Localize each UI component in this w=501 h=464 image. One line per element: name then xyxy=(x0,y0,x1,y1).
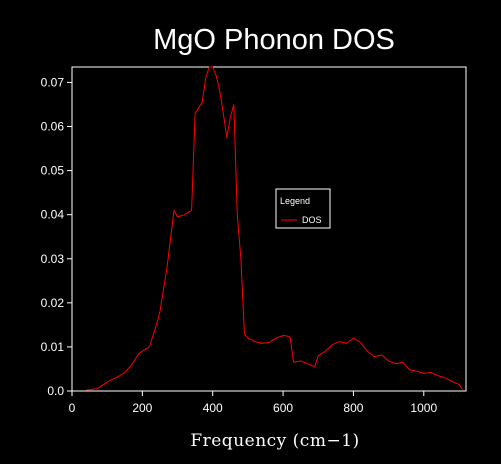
y-tick-label: 0.07 xyxy=(41,75,65,89)
axes xyxy=(71,66,467,392)
plot-frame xyxy=(71,66,467,392)
y-tick-label: 0.05 xyxy=(41,164,65,178)
y-tick-label: 0.02 xyxy=(41,296,65,310)
x-axis-ticks: 0 200 400 600 800 1000 xyxy=(69,391,437,415)
legend-title: Legend xyxy=(280,196,310,206)
x-tick-label: 1000 xyxy=(410,401,437,415)
x-tick-label: 400 xyxy=(203,401,223,415)
y-tick-label: 0.0 xyxy=(47,384,64,398)
y-tick-label: 0.06 xyxy=(41,120,65,134)
x-tick-label: 200 xyxy=(132,401,152,415)
series-lines xyxy=(86,66,463,391)
x-tick-label: 600 xyxy=(273,401,293,415)
legend-item-dos: DOS xyxy=(302,215,322,225)
x-tick-label: 800 xyxy=(343,401,363,415)
x-tick-label: 0 xyxy=(69,401,76,415)
y-axis-ticks: 0.0 0.01 0.02 0.03 0.04 0.05 0.06 0.07 xyxy=(41,75,72,398)
y-tick-label: 0.03 xyxy=(41,252,65,266)
series-line-dos xyxy=(86,66,463,391)
y-tick-label: 0.01 xyxy=(41,340,65,354)
legend: Legend DOS xyxy=(275,188,331,229)
chart-title: MgO Phonon DOS xyxy=(153,24,395,56)
x-axis-label: Frequency (cm−1) xyxy=(190,431,359,451)
y-tick-label: 0.04 xyxy=(41,208,65,222)
legend-box xyxy=(275,188,331,229)
